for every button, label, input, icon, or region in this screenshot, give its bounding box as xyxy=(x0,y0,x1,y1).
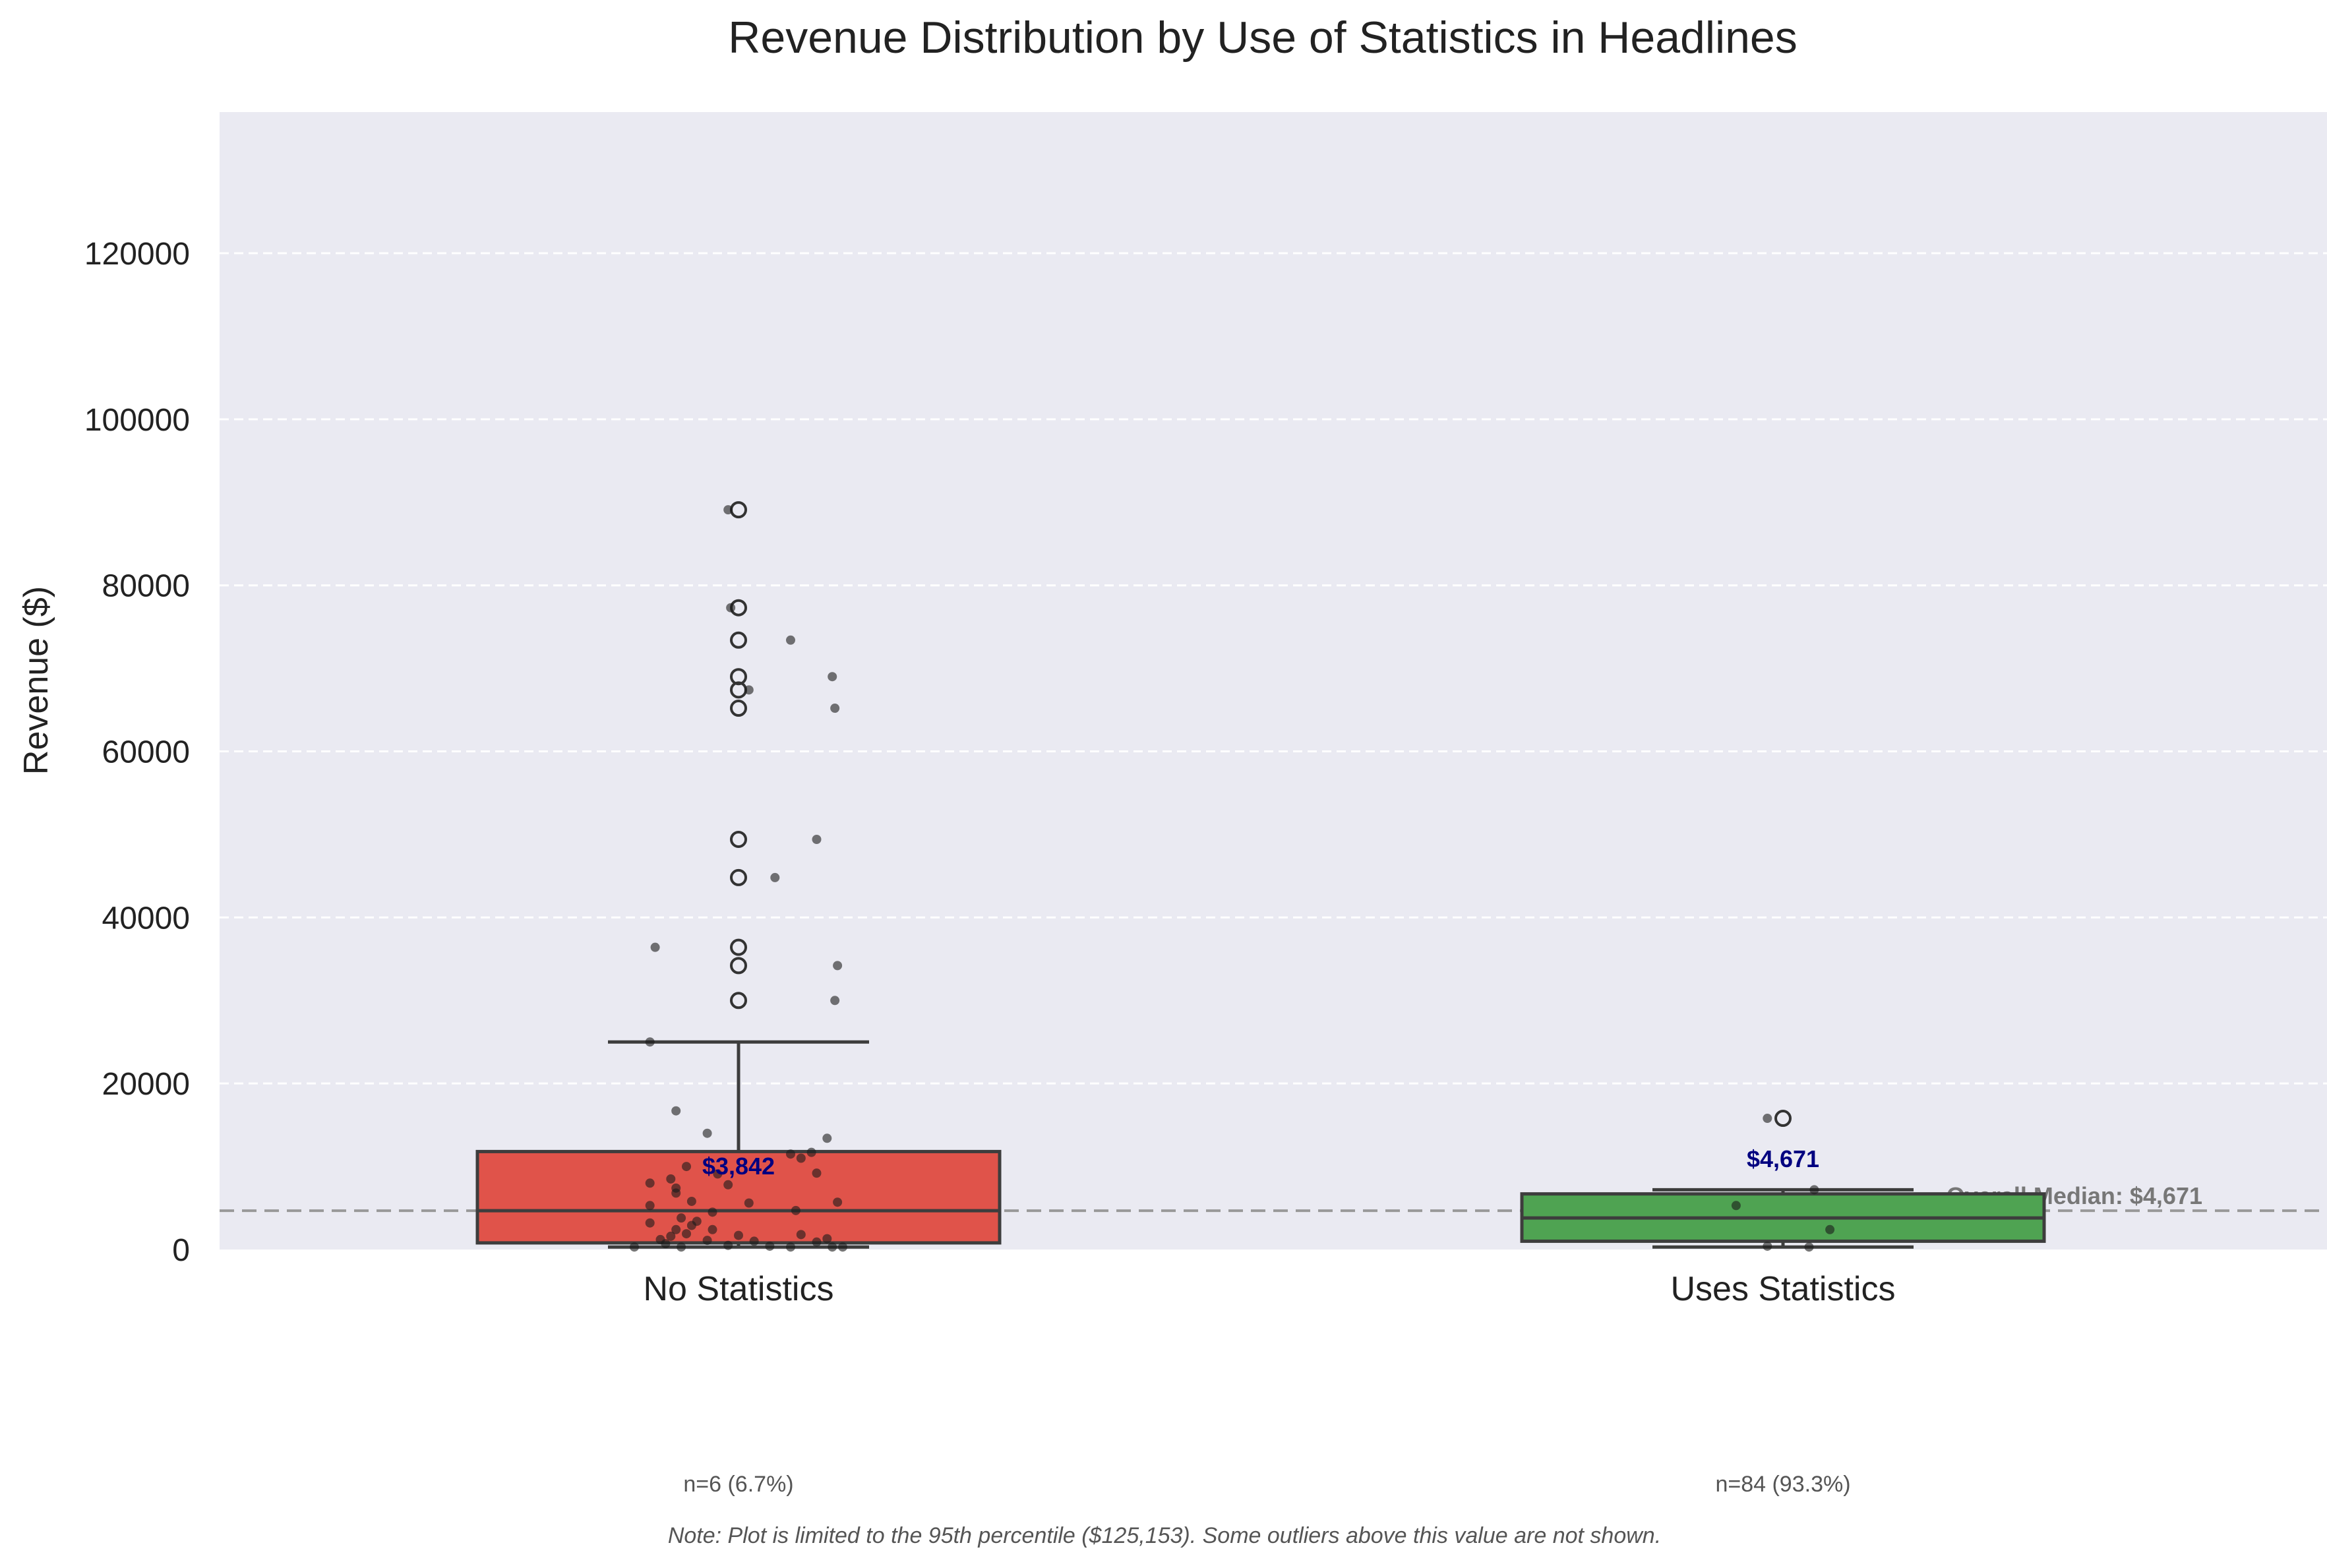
data-point xyxy=(1825,1224,1835,1234)
data-point xyxy=(833,1197,843,1207)
grid-lines xyxy=(220,252,2327,1085)
data-point xyxy=(666,1174,676,1184)
box-plots: $3,842 $4,671 xyxy=(475,501,2046,1252)
data-point xyxy=(682,1162,691,1172)
data-point xyxy=(791,1205,801,1215)
y-tick-label: 60000 xyxy=(102,735,190,770)
outlier-marker xyxy=(730,938,747,956)
median-value-label: $3,842 xyxy=(702,1153,775,1180)
chart-note: Note: Plot is limited to the 95th percen… xyxy=(668,1523,1661,1548)
data-point xyxy=(686,1221,696,1230)
y-axis-label: Revenue ($) xyxy=(17,586,55,775)
data-point xyxy=(812,834,822,844)
data-point xyxy=(786,635,795,645)
data-point xyxy=(765,1241,775,1251)
data-point xyxy=(1804,1242,1814,1252)
data-point xyxy=(650,942,660,952)
data-point xyxy=(671,1188,681,1198)
data-point xyxy=(726,603,736,613)
data-point xyxy=(1731,1201,1741,1211)
data-point xyxy=(822,1234,832,1244)
data-point xyxy=(812,1168,822,1178)
data-point xyxy=(708,1207,717,1217)
x-tick-label: No Statistics xyxy=(644,1270,834,1308)
data-point xyxy=(796,1153,806,1163)
y-tick-label: 40000 xyxy=(102,901,190,936)
outlier-marker xyxy=(730,868,747,886)
data-point xyxy=(702,1128,712,1138)
data-point xyxy=(645,1201,655,1211)
outlier-marker xyxy=(1774,1110,1792,1128)
data-point xyxy=(666,1231,676,1241)
data-point xyxy=(671,1106,681,1116)
group-counts: n=6 (6.7%) n=84 (93.3%) xyxy=(683,1472,1850,1497)
plot-area xyxy=(220,112,2327,1250)
data-point xyxy=(749,1236,759,1246)
data-point xyxy=(1809,1185,1819,1195)
data-point xyxy=(677,1213,686,1223)
data-point xyxy=(833,961,843,971)
data-point xyxy=(822,1133,832,1143)
data-point xyxy=(838,1242,847,1252)
data-point xyxy=(830,704,840,713)
outlier-marker xyxy=(730,631,747,649)
data-point xyxy=(806,1147,816,1157)
data-point xyxy=(708,1224,717,1234)
data-point xyxy=(744,1198,754,1208)
outlier-marker xyxy=(730,668,747,686)
chart-title: Revenue Distribution by Use of Statistic… xyxy=(728,13,1797,63)
data-point xyxy=(713,1169,723,1179)
median-value-label: $4,671 xyxy=(1747,1145,1819,1172)
data-point xyxy=(770,872,780,882)
group-count-label: n=6 (6.7%) xyxy=(683,1472,793,1497)
box-iqr xyxy=(475,1149,1002,1245)
data-point xyxy=(723,1240,733,1250)
data-point xyxy=(786,1242,795,1252)
data-point xyxy=(723,1180,733,1190)
data-point xyxy=(661,1239,671,1249)
data-point xyxy=(786,1149,795,1159)
data-point xyxy=(734,1230,743,1240)
data-point xyxy=(645,1218,655,1228)
x-tick-label: Uses Statistics xyxy=(1671,1270,1896,1308)
outlier-marker xyxy=(730,992,747,1010)
outlier-marker xyxy=(730,830,747,848)
data-point xyxy=(702,1236,712,1246)
data-point xyxy=(723,505,733,515)
data-point xyxy=(1763,1241,1772,1251)
outlier-marker xyxy=(730,957,747,975)
data-point xyxy=(686,1196,696,1206)
group-count-label: n=84 (93.3%) xyxy=(1715,1472,1850,1497)
y-axis-ticks: 0 20000 40000 60000 80000 100000 120000 xyxy=(84,237,190,1268)
y-tick-label: 100000 xyxy=(84,403,190,438)
data-point xyxy=(645,1037,655,1047)
outlier-marker xyxy=(730,700,747,717)
data-point xyxy=(1763,1114,1772,1124)
box-group-0: $3,842 xyxy=(475,501,1002,1252)
y-tick-label: 80000 xyxy=(102,569,190,604)
y-tick-label: 0 xyxy=(172,1233,190,1268)
data-point xyxy=(812,1237,822,1247)
data-point xyxy=(744,685,754,695)
data-point xyxy=(677,1242,686,1252)
data-point xyxy=(830,996,840,1006)
data-point xyxy=(682,1229,691,1239)
y-tick-label: 120000 xyxy=(84,237,190,272)
data-point xyxy=(630,1242,639,1252)
data-point xyxy=(645,1178,655,1188)
data-point xyxy=(671,1224,681,1234)
data-point xyxy=(796,1230,806,1240)
y-tick-label: 20000 xyxy=(102,1067,190,1102)
x-axis-ticks: No Statistics Uses Statistics xyxy=(644,1270,1896,1308)
data-point xyxy=(828,672,837,682)
data-point xyxy=(828,1242,837,1252)
box-group-1: $4,671 xyxy=(1520,1110,2046,1252)
